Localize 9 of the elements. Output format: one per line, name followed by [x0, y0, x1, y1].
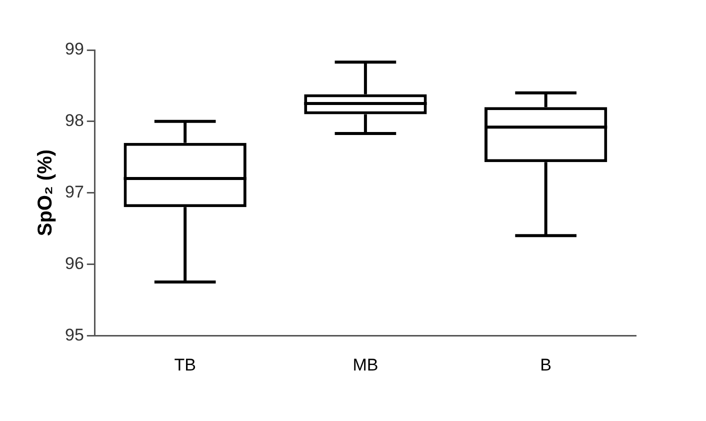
y-tick-label: 96	[64, 254, 84, 273]
x-tick-label: MB	[352, 355, 378, 374]
y-tick-label: 95	[64, 325, 84, 344]
y-axis-title: SpO₂ (%)	[34, 149, 57, 236]
y-tick-label: 98	[64, 111, 84, 130]
y-tick-label: 97	[64, 182, 84, 202]
x-tick-label: B	[540, 355, 552, 374]
y-tick-label: 99	[64, 40, 84, 59]
x-tick-label: TB	[174, 355, 196, 374]
